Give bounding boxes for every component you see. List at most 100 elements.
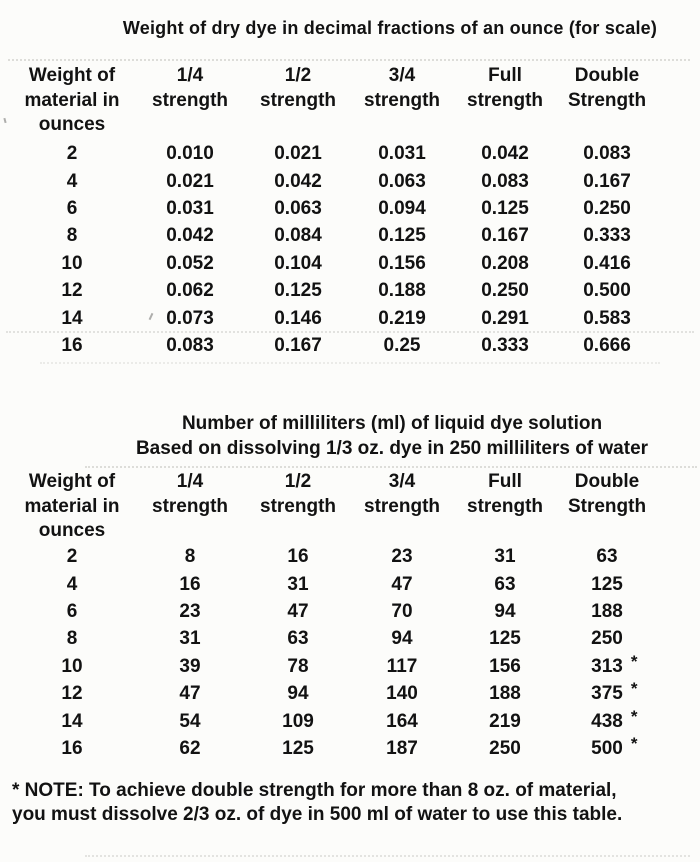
liquid-dye-table-title: Number of milliliters (ml) of liquid dye… bbox=[181, 413, 603, 434]
value-cell: 0.333 bbox=[583, 225, 631, 247]
value-cell: 0.156 bbox=[378, 252, 426, 274]
value-cell: 0.104 bbox=[274, 252, 322, 274]
header-line: strength bbox=[260, 89, 336, 111]
header-line: strength bbox=[260, 495, 336, 517]
column-header-full-strength: Full strength bbox=[454, 64, 556, 141]
value-cell: 0.25 bbox=[383, 334, 421, 356]
liquid-dye-table-header: Weight of material in ounces 1/4 strengt… bbox=[10, 470, 658, 544]
value-cell: 0.031 bbox=[166, 197, 214, 219]
value-cell: 94 bbox=[494, 600, 516, 622]
note-line: * NOTE: To achieve double strength for m… bbox=[12, 780, 617, 801]
value-cell: 0.146 bbox=[274, 307, 322, 329]
table-row: 14 0.073 0.146 0.219 0.291 0.583 bbox=[10, 305, 658, 332]
value-cell: 62 bbox=[179, 737, 201, 759]
value-cell: 31 bbox=[287, 573, 309, 595]
header-line: 1/4 bbox=[176, 65, 204, 86]
weight-cell: 12 bbox=[61, 280, 83, 302]
column-header-threequarter-strength: 3/4 strength bbox=[350, 470, 454, 544]
value-cell: 140 bbox=[386, 683, 418, 705]
value-cell: 47 bbox=[179, 683, 201, 705]
value-cell: 94 bbox=[391, 628, 413, 650]
column-header-half-strength: 1/2 strength bbox=[246, 470, 350, 544]
scan-artifact-line bbox=[6, 331, 694, 333]
column-header-full-strength: Full strength bbox=[454, 470, 556, 544]
column-header-threequarter-strength: 3/4 strength bbox=[350, 64, 454, 141]
header-line: Double bbox=[574, 65, 640, 86]
value-text: 250 bbox=[591, 628, 623, 650]
header-line: ounces bbox=[38, 114, 106, 135]
table-row: 12 0.062 0.125 0.188 0.250 0.500 bbox=[10, 277, 658, 304]
weight-cell: 10 bbox=[61, 655, 83, 677]
value-cell: 125 bbox=[489, 628, 521, 650]
header-line: ounces bbox=[38, 520, 106, 541]
table-row: 16 62 125 187 250 500 * bbox=[10, 733, 658, 762]
value-cell: 0.063 bbox=[378, 170, 426, 192]
column-header-half-strength: 1/2 strength bbox=[246, 64, 350, 141]
value-cell: 125 bbox=[556, 571, 658, 598]
scan-artifact-line bbox=[85, 466, 697, 468]
header-line: Strength bbox=[567, 495, 647, 517]
dry-dye-table-title: Weight of dry dye in decimal fractions o… bbox=[122, 18, 658, 38]
value-cell: 109 bbox=[282, 710, 314, 732]
footnote-asterisk: * bbox=[630, 679, 638, 699]
value-cell: 16 bbox=[179, 573, 201, 595]
value-cell: 0.167 bbox=[583, 170, 631, 192]
value-cell: 0.042 bbox=[274, 170, 322, 192]
column-header-quarter-strength: 1/4 strength bbox=[134, 64, 246, 141]
table-row: 12 47 94 140 188 375 * bbox=[10, 679, 658, 707]
table-row: 2 0.010 0.021 0.031 0.042 0.083 bbox=[10, 141, 658, 168]
scan-artifact-line bbox=[40, 362, 660, 364]
value-text: 125 bbox=[591, 573, 623, 595]
weight-cell: 4 bbox=[66, 573, 78, 595]
value-cell: 47 bbox=[287, 600, 309, 622]
value-cell: 23 bbox=[179, 600, 201, 622]
header-line: Weight of bbox=[28, 65, 116, 86]
value-cell: 188 bbox=[556, 598, 658, 625]
value-cell: 0.666 bbox=[583, 334, 631, 356]
value-text: 313 bbox=[591, 655, 623, 677]
value-cell: 0.333 bbox=[481, 334, 529, 356]
weight-cell: 2 bbox=[66, 143, 78, 165]
value-cell: 500 * bbox=[556, 733, 658, 762]
value-cell: 94 bbox=[287, 683, 309, 705]
value-cell: 78 bbox=[287, 655, 309, 677]
column-header-weight: Weight of material in ounces bbox=[10, 64, 134, 141]
value-cell: 0.583 bbox=[583, 307, 631, 329]
header-row: Weight of material in ounces 1/4 strengt… bbox=[10, 470, 658, 544]
value-cell: 313 * bbox=[556, 652, 658, 680]
value-cell: 0.416 bbox=[583, 252, 631, 274]
header-line: material in bbox=[24, 89, 120, 111]
weight-cell: 4 bbox=[66, 170, 78, 192]
header-line: strength bbox=[364, 495, 440, 517]
value-cell: 63 bbox=[287, 628, 309, 650]
header-line: Strength bbox=[567, 89, 647, 111]
value-cell: 0.167 bbox=[274, 334, 322, 356]
weight-cell: 16 bbox=[61, 737, 83, 759]
header-line: strength bbox=[467, 89, 543, 111]
value-cell: 375 * bbox=[556, 679, 658, 707]
double-strength-note: * NOTE: To achieve double strength for m… bbox=[12, 779, 622, 826]
table-row: 10 0.052 0.104 0.156 0.208 0.416 bbox=[10, 250, 658, 277]
header-line: 3/4 bbox=[388, 471, 416, 492]
header-line: Full bbox=[488, 65, 522, 86]
value-cell: 0.031 bbox=[378, 143, 426, 165]
value-cell: 0.250 bbox=[583, 197, 631, 219]
value-cell: 0.063 bbox=[274, 197, 322, 219]
value-cell: 0.125 bbox=[274, 280, 322, 302]
header-line: strength bbox=[467, 495, 543, 517]
scan-artifact-line bbox=[85, 855, 690, 857]
value-cell: 125 bbox=[282, 737, 314, 759]
value-cell: 438 * bbox=[556, 707, 658, 735]
value-cell: 117 bbox=[386, 655, 418, 677]
value-cell: 70 bbox=[391, 600, 413, 622]
column-header-double-strength: Double Strength bbox=[556, 64, 658, 141]
value-cell: 0.208 bbox=[481, 252, 529, 274]
weight-cell: 14 bbox=[61, 710, 83, 732]
value-cell: 31 bbox=[494, 546, 516, 568]
table-row: 6 23 47 70 94 188 bbox=[10, 598, 658, 625]
value-cell: 250 bbox=[556, 626, 658, 653]
footnote-asterisk: * bbox=[630, 733, 638, 753]
value-cell: 63 bbox=[556, 544, 658, 571]
value-cell: 0.073 bbox=[166, 307, 214, 329]
value-cell: 219 bbox=[489, 710, 521, 732]
